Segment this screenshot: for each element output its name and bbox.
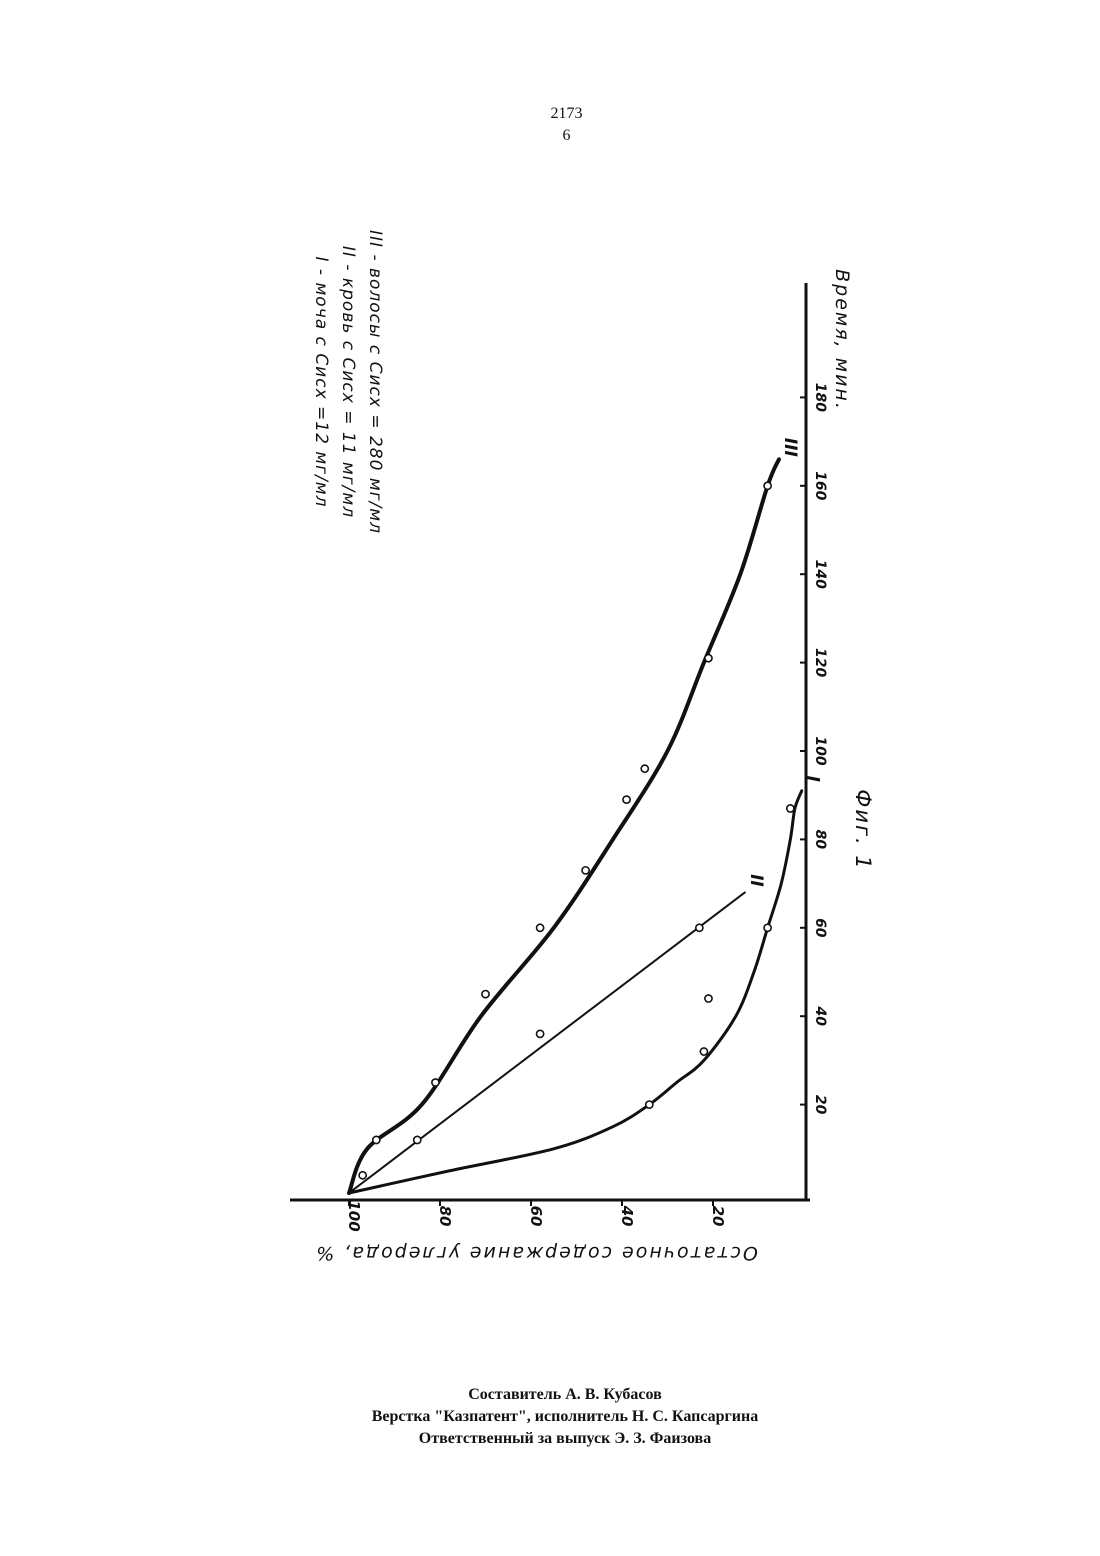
series-III-point [623,796,630,803]
series-III-point [641,765,648,772]
series-I-point [705,995,712,1002]
series-III-line [349,459,779,1193]
credits: Составитель А. В. Кубасов Верстка "Казпа… [0,1384,1100,1450]
series-I-point [764,924,771,931]
credits-compiler: Составитель А. В. Кубасов [0,1384,1100,1406]
series-III-point [705,655,712,662]
series-III-label: III [780,438,800,457]
x-tick-label: 80 [812,830,828,850]
series-III-point [432,1079,439,1086]
x-tick-label: 180 [812,383,828,412]
series-III-point [537,924,544,931]
y-tick-label: 20 [709,1206,727,1227]
y-tick-label: 100 [345,1200,363,1231]
series-I-line [349,791,802,1193]
x-tick-label: 140 [812,560,828,589]
series-II-point [696,924,703,931]
x-axis-title: Время, мин. [831,269,853,411]
y-axis-title: Остаточное содержание углерода, % [314,1242,758,1264]
series-I-label: I [803,776,823,782]
credits-layout: Верстка "Казпатент", исполнитель Н. С. К… [0,1406,1100,1428]
series-III-point [482,991,489,998]
series-II-point [537,1030,544,1037]
x-tick-label: 40 [812,1005,828,1026]
x-tick-label: 20 [812,1095,828,1115]
y-tick-label: 60 [527,1206,545,1227]
series-III-point [582,867,589,874]
legend: I - моча с Сисх =12 мг/мл II - кровь с С… [311,230,385,534]
x-tick-label: 160 [812,471,828,500]
series-III-point [359,1172,366,1179]
series-I-point [646,1101,653,1108]
series-I-point [700,1048,707,1055]
y-tick-label: 80 [436,1206,454,1227]
y-tick-label: 40 [618,1205,636,1227]
x-tick-label: 60 [812,918,828,938]
credits-responsible: Ответственный за выпуск Э. З. Фаизова [0,1428,1100,1450]
x-tick-label: 120 [812,648,828,677]
series-III-point [764,482,771,489]
figure-caption: Фиг. 1 [851,789,875,870]
x-tick-label: 100 [812,736,828,765]
legend-item-1: I - моча с Сисх =12 мг/мл [311,257,331,508]
series-II-point [414,1136,421,1143]
series-II-label: II [746,874,766,887]
legend-item-2: II - кровь с Сисх = 11 мг/мл [338,246,358,518]
series-III-point [373,1136,380,1143]
series-I-point [787,805,794,812]
legend-item-3: III - волосы с Сисх = 280 мг/мл [365,230,385,534]
